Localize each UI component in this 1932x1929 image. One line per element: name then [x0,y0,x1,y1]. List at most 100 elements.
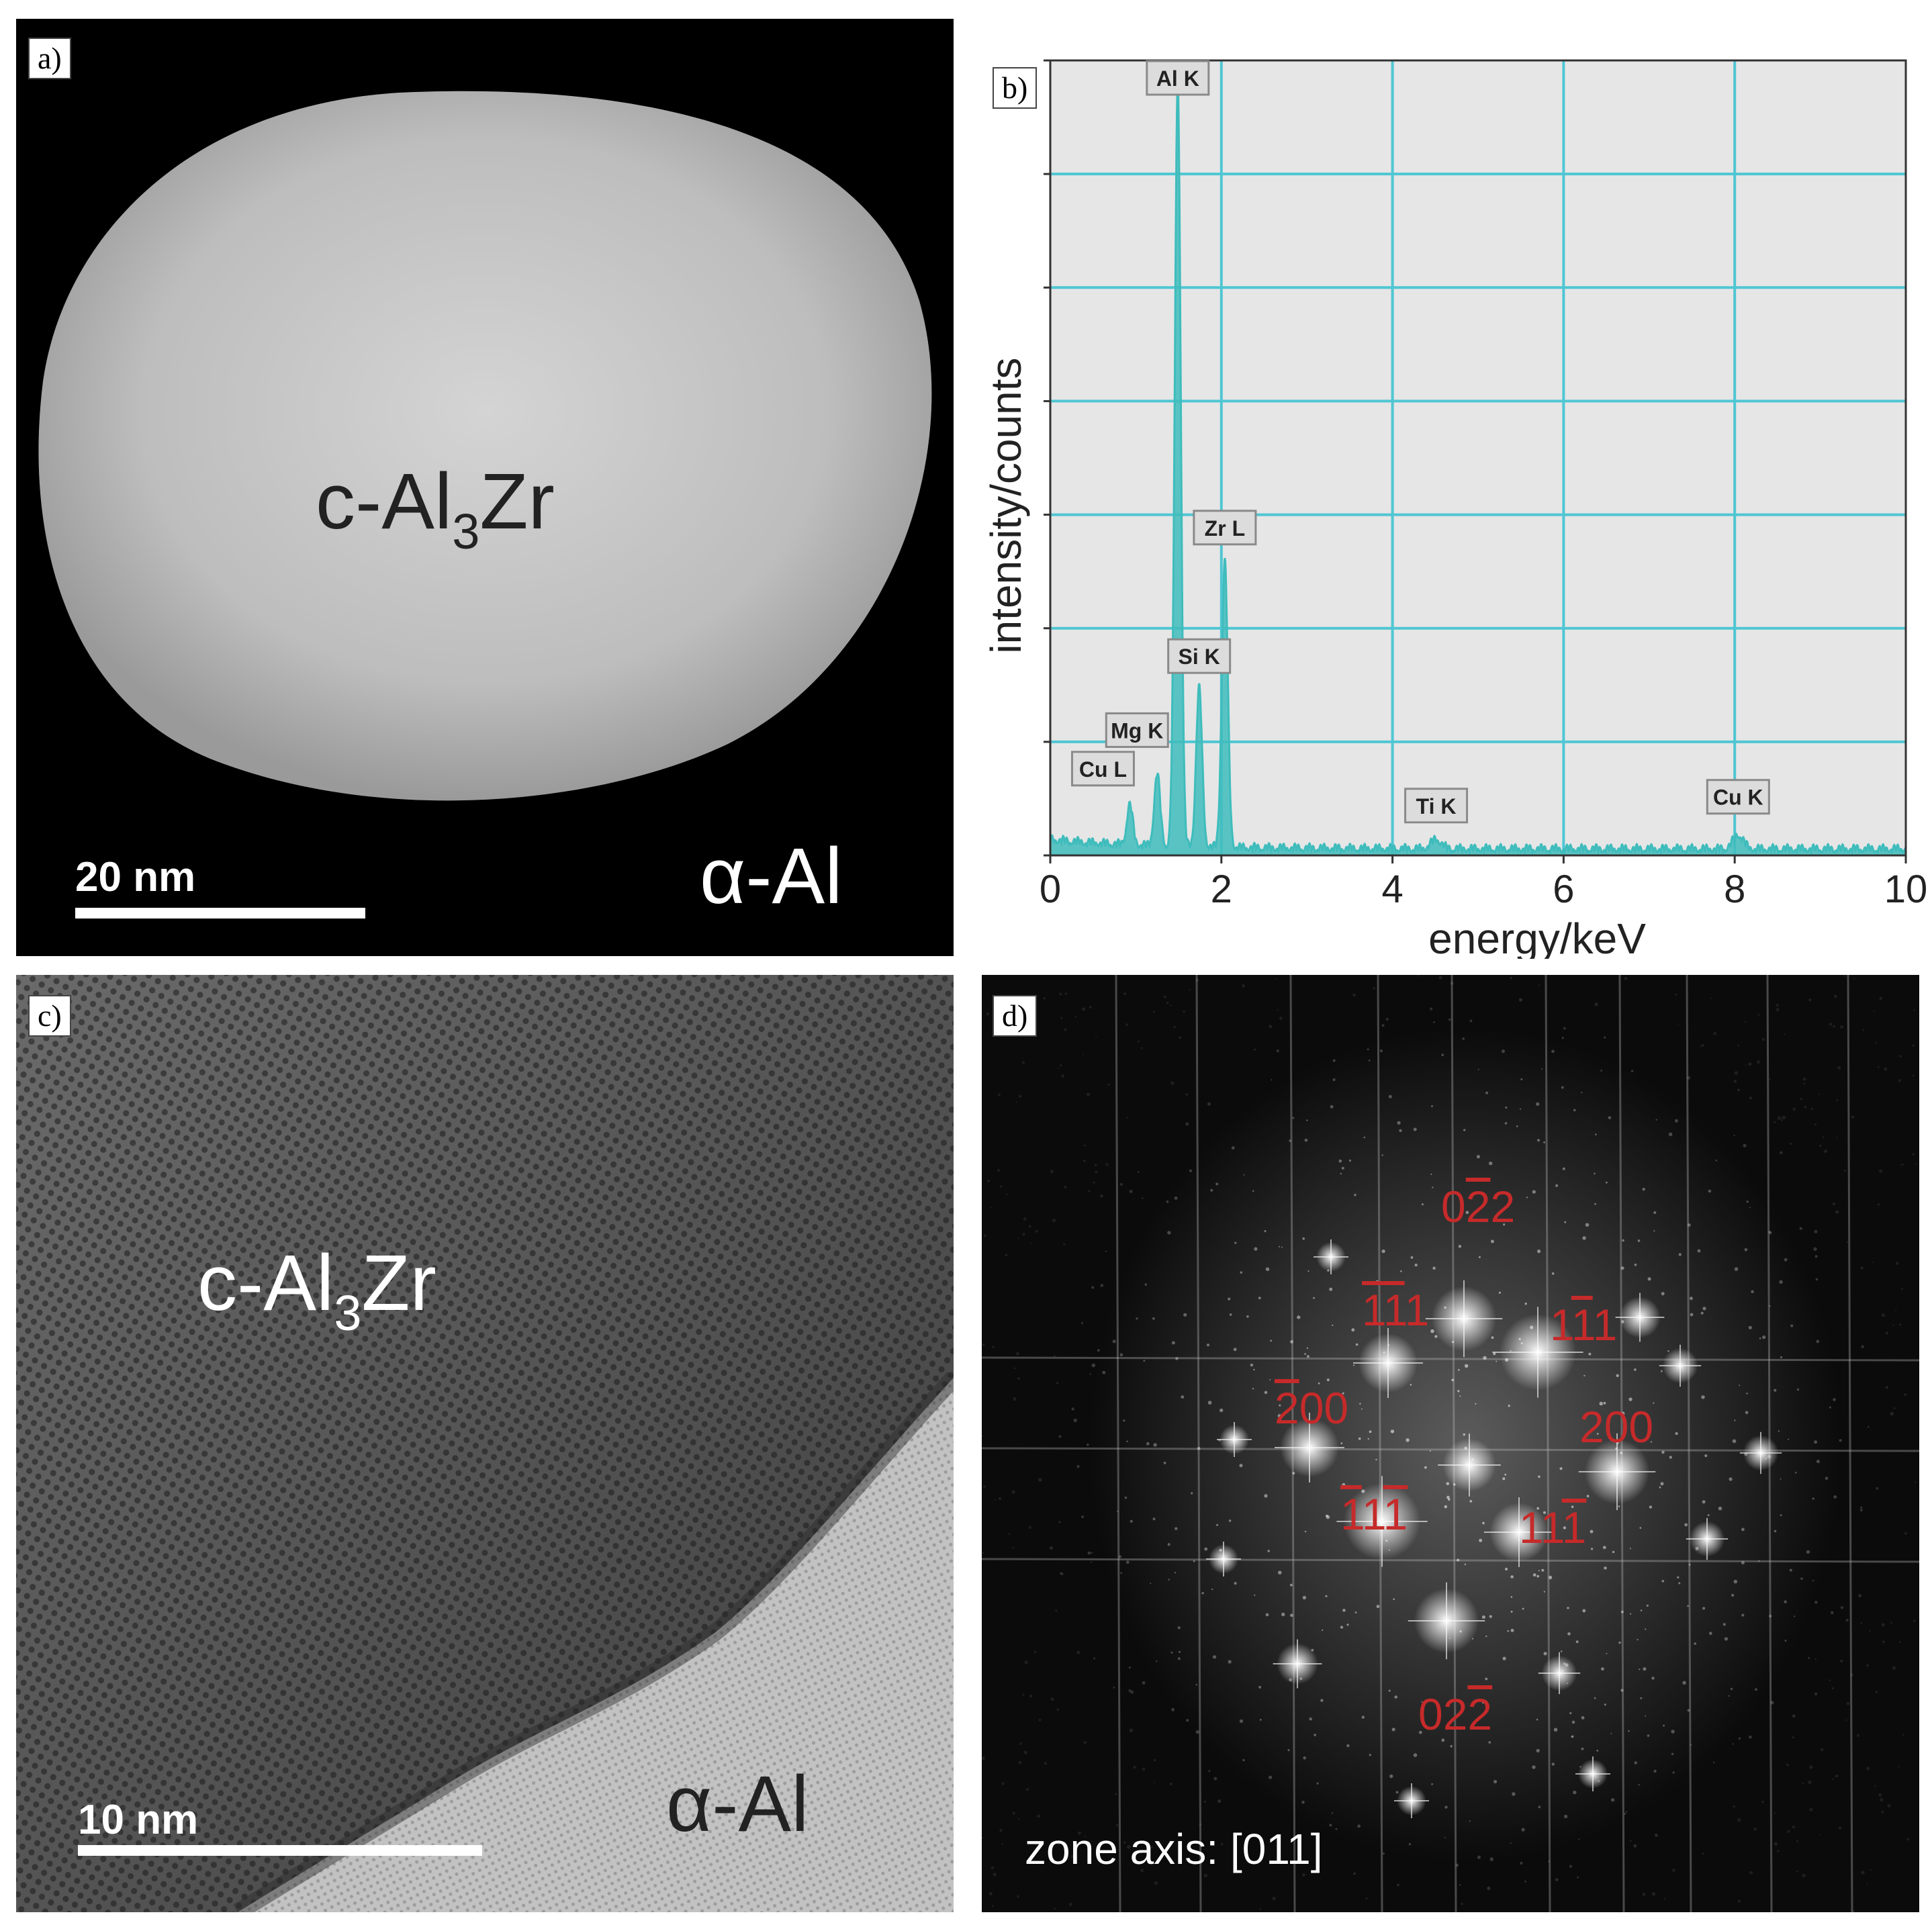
fft-noise-425 [1879,1169,1883,1173]
fft-noise-588 [1289,1139,1291,1142]
fft-noise-372 [1197,1447,1201,1450]
fft-noise-62 [1690,1313,1694,1317]
fft-noise-593 [1303,1756,1306,1760]
fft-noise-883 [1857,1734,1860,1737]
fft-noise-218 [1702,1607,1706,1610]
fft-noise-149 [1279,1404,1281,1407]
fft-noise-659 [1126,1117,1129,1119]
fft-noise-32 [1809,1807,1813,1812]
fft-noise-506 [1242,984,1246,988]
fft-noise-357 [1643,1667,1647,1671]
fft-noise-469 [1346,1624,1349,1626]
fft-noise-488 [1728,1695,1730,1697]
fft-noise-505 [1701,1043,1704,1047]
fft-noise-134 [1555,1878,1559,1881]
fft-noise-84 [1368,1060,1371,1062]
fft-noise-216 [1087,1551,1091,1555]
fft-noise-828 [1496,1360,1498,1362]
fft-noise-547 [1748,1325,1752,1329]
fft-noise-525 [1569,1712,1572,1715]
fft-noise-287 [1477,1068,1479,1070]
fft-noise-578 [1701,1395,1705,1399]
fft-noise-80 [1140,1047,1143,1049]
spot-label-1bar-1-1bar: 111 [1340,1489,1408,1539]
fft-noise-705 [1890,1411,1894,1416]
fft-noise-653 [1653,1402,1655,1404]
fft-noise-347 [1019,1742,1022,1745]
fft-noise-334 [1808,1657,1810,1659]
fft-noise-307 [1174,1572,1177,1574]
fft-noise-196 [1166,1201,1169,1203]
fft-noise-504 [1739,1384,1741,1386]
fft-noise-633 [1001,1842,1003,1845]
fft-noise-609 [1018,1760,1022,1765]
fft-noise-47 [1626,1811,1628,1813]
fft-noise-885 [1710,997,1712,999]
fft-noise-538 [1594,1133,1597,1135]
fft-noise-419 [1722,1623,1726,1626]
fft-noise-755 [1450,982,1454,985]
fft-noise-59 [1868,1425,1870,1428]
fft-noise-207 [1769,1078,1771,1081]
fft-noise-318 [1769,1305,1771,1307]
fft-noise-635 [1375,1458,1377,1461]
fft-noise-527 [1774,1530,1777,1533]
fft-noise-439 [1730,1687,1733,1691]
fft-noise-309 [1510,1842,1512,1844]
fft-noise-422 [1314,1734,1317,1736]
peak-label-1: Mg K [1111,718,1163,743]
fft-noise-225 [1153,1759,1156,1762]
fft-noise-669 [1702,1307,1706,1311]
fft-noise-93 [1895,1309,1897,1311]
fft-noise-389 [1397,1883,1399,1887]
fft-noise-152 [1749,1735,1752,1739]
fft-noise-776 [1013,1397,1017,1401]
fft-noise-275 [1840,1606,1844,1609]
fft-noise-764 [1618,1641,1621,1644]
fft-noise-288 [1702,1500,1706,1504]
fft-noise-608 [1647,1734,1650,1737]
fft-noise-219 [1127,1845,1131,1849]
panel-a-image [16,19,954,956]
fft-noise-4 [1746,1201,1749,1203]
fft-noise-313 [1465,1364,1469,1368]
fft-noise-280 [1780,1478,1782,1480]
fft-noise-837 [1229,1313,1232,1316]
fft-noise-690 [1536,1507,1540,1510]
fft-noise-403 [1624,1813,1626,1815]
fft-noise-733 [1342,1483,1346,1487]
fft-noise-689 [1413,1127,1417,1131]
fft-noise-794 [1912,1074,1915,1077]
fft-noise-678 [1745,1064,1747,1066]
fft-noise-205 [1588,1352,1592,1356]
fft-noise-665 [1123,992,1127,996]
fft-noise-639 [1477,1855,1481,1859]
fft-noise-479 [1381,1154,1383,1156]
fft-noise-649 [1326,1515,1330,1519]
fft-noise-672 [1594,1172,1596,1175]
fft-noise-262 [1154,1881,1158,1885]
fft-noise-619 [1543,1591,1545,1593]
fft-noise-388 [1448,1018,1451,1021]
fft-noise-601 [1369,1430,1372,1433]
fft-noise-515 [1278,1570,1282,1574]
fft-noise-158 [1163,995,1166,998]
fft-noise-81 [1586,1495,1590,1498]
fft-noise-214 [1239,1464,1243,1468]
panel-a-scale-bar-label: 20 nm [75,854,196,900]
fft-noise-234 [1418,975,1420,977]
fft-noise-718 [1126,1560,1130,1564]
fft-noise-521 [1015,1352,1019,1356]
fft-noise-811 [1814,1255,1818,1258]
fft-noise-110 [1741,1527,1745,1532]
fft-noise-265 [1270,1339,1273,1342]
fft-noise-190 [1642,1892,1646,1896]
fft-noise-712 [1507,1630,1509,1632]
fft-noise-353 [993,1873,997,1877]
fft-noise-604 [1327,1406,1330,1409]
panel-a-scale-bar [75,908,365,919]
fft-noise-767 [1170,1783,1172,1785]
fft-noise-457 [1375,1280,1379,1284]
fft-noise-71 [1083,1053,1085,1055]
fft-noise-667 [1408,1843,1412,1846]
